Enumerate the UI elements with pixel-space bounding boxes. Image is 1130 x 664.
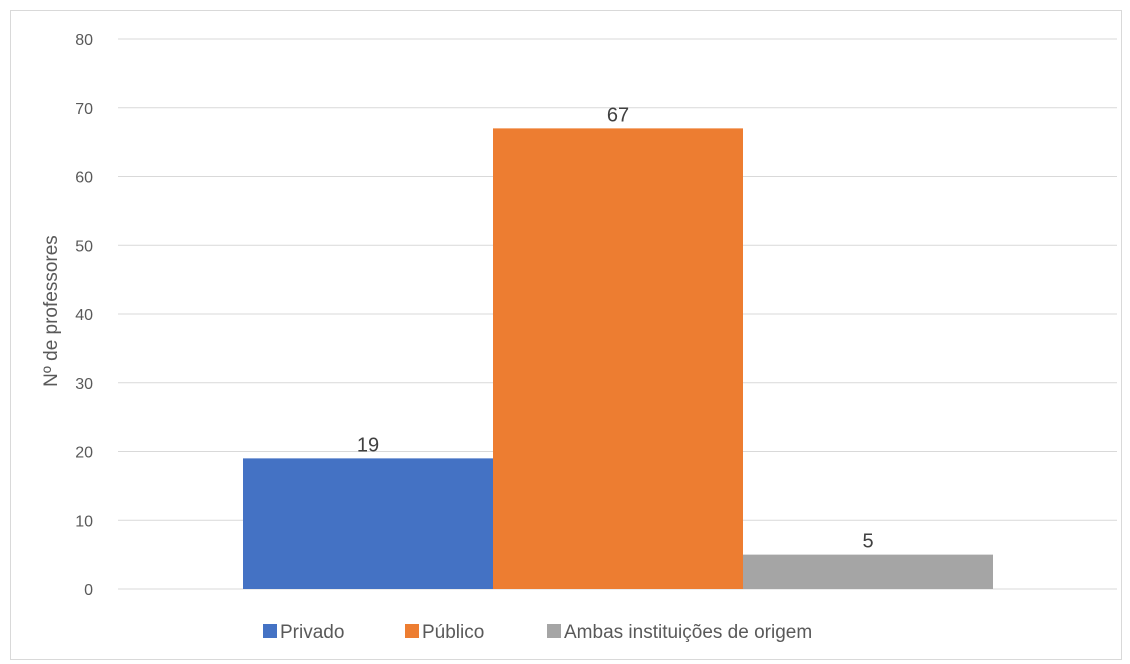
y-axis-ticks: 0 10 20 30 40 50 60 70 80 — [75, 32, 93, 599]
legend-swatch-0 — [263, 624, 277, 638]
y-tick-label-30: 30 — [75, 376, 93, 393]
bar-chart: 0 10 20 30 40 50 60 70 80 19 67 5 Nº de professore… — [41, 32, 1117, 643]
legend-label-2: Ambas instituições de origem — [564, 622, 812, 643]
bar-privado — [243, 458, 493, 589]
y-tick-label-0: 0 — [84, 582, 93, 599]
y-tick-label-40: 40 — [75, 307, 93, 324]
data-label-1: 67 — [607, 104, 629, 126]
y-tick-label-80: 80 — [75, 32, 93, 49]
y-tick-label-60: 60 — [75, 170, 93, 187]
y-tick-label-20: 20 — [75, 445, 93, 462]
y-axis-title: Nº de professores — [41, 235, 62, 387]
legend: Privado Público Ambas instituições de orig… — [263, 622, 812, 643]
chart-frame: 0 10 20 30 40 50 60 70 80 19 67 5 Nº de professore… — [10, 10, 1122, 660]
y-tick-label-70: 70 — [75, 101, 93, 118]
data-labels: 19 67 5 — [357, 104, 874, 552]
bars — [243, 128, 993, 589]
legend-label-1: Público — [422, 622, 484, 643]
data-label-0: 19 — [357, 434, 379, 456]
legend-swatch-1 — [405, 624, 419, 638]
y-tick-label-50: 50 — [75, 238, 93, 255]
y-tick-label-10: 10 — [75, 513, 93, 530]
legend-swatch-2 — [547, 624, 561, 638]
data-label-2: 5 — [862, 531, 873, 553]
bar-p-blico — [493, 128, 743, 589]
bar-ambas-institui-es-de-origem — [743, 554, 993, 589]
legend-label-0: Privado — [280, 622, 344, 643]
